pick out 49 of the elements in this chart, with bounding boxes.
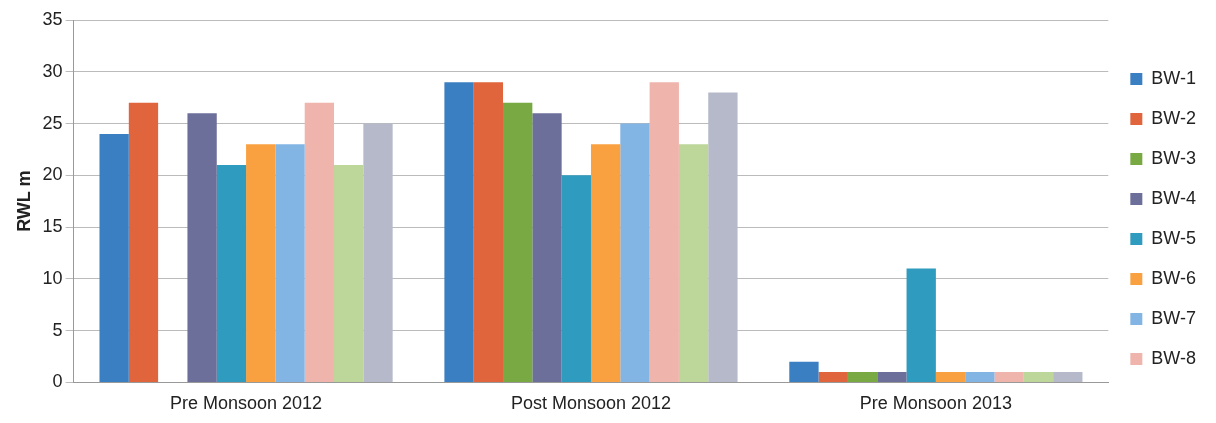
legend-label: BW-6 xyxy=(1151,267,1197,288)
bar xyxy=(187,113,217,382)
bar xyxy=(275,144,305,382)
bar xyxy=(818,372,848,382)
bar xyxy=(935,372,966,382)
bar xyxy=(906,268,936,382)
bar xyxy=(708,92,738,382)
bar xyxy=(994,372,1024,382)
bar xyxy=(246,144,276,382)
y-tick-label: 30 xyxy=(42,60,63,81)
y-tick-label: 10 xyxy=(42,267,63,288)
bar xyxy=(965,372,995,382)
legend-label: BW-1 xyxy=(1151,67,1197,88)
bar xyxy=(789,361,819,382)
bar xyxy=(216,164,247,382)
y-tick-label: 0 xyxy=(52,371,63,392)
bar xyxy=(649,82,679,382)
legend-label: BW-3 xyxy=(1151,147,1197,168)
y-tick-label: 20 xyxy=(42,164,63,185)
y-tick-label: 15 xyxy=(42,216,63,237)
bar xyxy=(561,175,591,382)
y-tick-label: 25 xyxy=(42,112,63,133)
x-tick-label: Pre Monsoon 2012 xyxy=(170,393,323,414)
bar xyxy=(304,102,335,382)
legend-label: BW-5 xyxy=(1151,227,1197,248)
bar xyxy=(847,372,878,382)
legend-label: BW-4 xyxy=(1151,187,1197,208)
bar xyxy=(128,102,159,382)
bar xyxy=(1023,372,1054,382)
x-tick-label: Post Monsoon 2012 xyxy=(510,393,672,414)
bar xyxy=(503,102,533,382)
bar xyxy=(1053,372,1083,382)
bar xyxy=(532,113,562,382)
y-tick-label: 35 xyxy=(42,8,63,29)
legend-label: BW-2 xyxy=(1151,107,1197,128)
legend-label: BW-8 xyxy=(1151,347,1197,368)
bar xyxy=(473,82,504,382)
bar xyxy=(444,82,474,382)
bar xyxy=(363,123,393,382)
bar xyxy=(620,123,650,382)
y-axis-title: RWL m xyxy=(13,170,34,232)
x-tick-label: Pre Monsoon 2013 xyxy=(859,393,1012,414)
bar xyxy=(99,133,129,382)
y-tick-label: 5 xyxy=(52,319,63,340)
bar xyxy=(590,144,621,382)
bar xyxy=(678,144,709,382)
legend-label: BW-7 xyxy=(1151,307,1197,328)
bar xyxy=(334,164,364,382)
bar xyxy=(877,372,907,382)
